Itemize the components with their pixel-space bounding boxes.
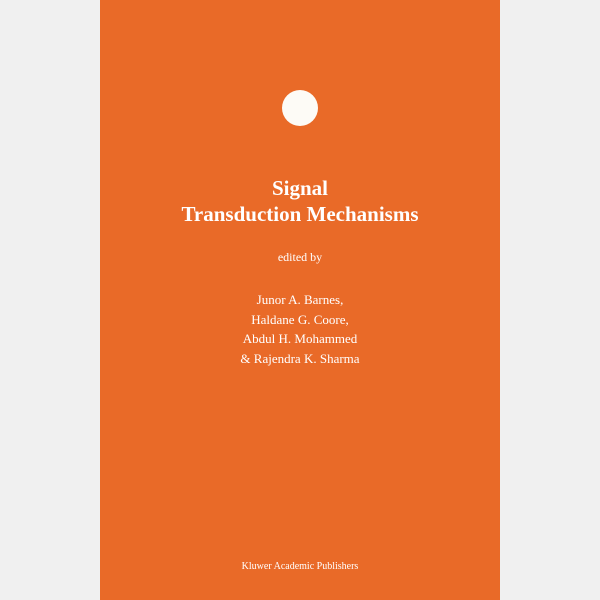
editor-name: Abdul H. Mohammed <box>100 329 500 349</box>
title-line-2: Transduction Mechanisms <box>100 201 500 227</box>
book-title: Signal Transduction Mechanisms <box>100 175 500 228</box>
title-line-1: Signal <box>100 175 500 201</box>
editor-name: & Rajendra K. Sharma <box>100 349 500 369</box>
editor-name: Haldane G. Coore, <box>100 310 500 330</box>
book-cover: Signal Transduction Mechanisms edited by… <box>100 0 500 600</box>
editor-name: Junor A. Barnes, <box>100 290 500 310</box>
book-cover-page: Signal Transduction Mechanisms edited by… <box>100 0 500 600</box>
decorative-circle-icon <box>282 90 318 126</box>
edited-by-label: edited by <box>100 250 500 265</box>
editors-list: Junor A. Barnes,Haldane G. Coore,Abdul H… <box>100 290 500 368</box>
publisher-name: Kluwer Academic Publishers <box>100 561 500 572</box>
